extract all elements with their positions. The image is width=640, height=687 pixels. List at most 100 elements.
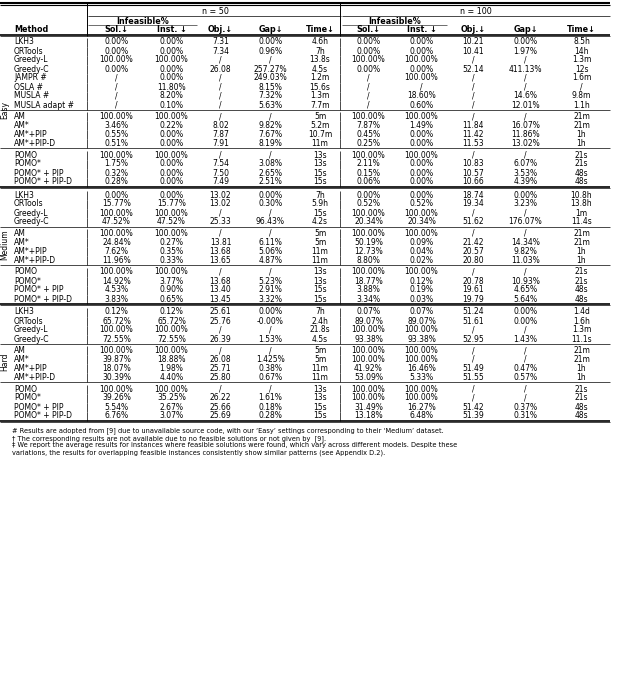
Text: /: /	[472, 82, 474, 91]
Text: 13s: 13s	[313, 150, 327, 159]
Text: 11.03%: 11.03%	[511, 256, 540, 265]
Text: 0.03%: 0.03%	[410, 295, 433, 304]
Text: 8.20%: 8.20%	[159, 91, 184, 100]
Text: 21m: 21m	[573, 121, 590, 130]
Text: 51.42: 51.42	[462, 403, 484, 412]
Text: 26.08: 26.08	[210, 355, 231, 364]
Text: 1.6h: 1.6h	[573, 317, 590, 326]
Text: 3.88%: 3.88%	[356, 286, 380, 295]
Text: 7.62%: 7.62%	[104, 247, 129, 256]
Text: 1h: 1h	[577, 130, 586, 139]
Text: ORTools: ORTools	[14, 47, 44, 56]
Text: 0.96%: 0.96%	[259, 47, 283, 56]
Text: 20.34%: 20.34%	[407, 218, 436, 227]
Text: 7h: 7h	[315, 308, 325, 317]
Text: 3.53%: 3.53%	[513, 168, 538, 177]
Text: 1h: 1h	[577, 364, 586, 373]
Text: /: /	[269, 208, 272, 218]
Text: 0.00%: 0.00%	[356, 65, 381, 74]
Text: 3.23%: 3.23%	[513, 199, 538, 208]
Text: /: /	[269, 346, 272, 355]
Text: 0.00%: 0.00%	[104, 190, 129, 199]
Text: 11.80%: 11.80%	[157, 82, 186, 91]
Text: 0.00%: 0.00%	[104, 65, 129, 74]
Text: 21s: 21s	[575, 150, 588, 159]
Text: /: /	[472, 112, 474, 121]
Text: 100.00%: 100.00%	[404, 56, 438, 65]
Text: Obj.↓: Obj.↓	[208, 25, 233, 34]
Text: 1.43%: 1.43%	[513, 335, 538, 344]
Text: 100.00%: 100.00%	[155, 346, 188, 355]
Text: Infeasible%: Infeasible%	[116, 16, 170, 25]
Text: /: /	[472, 74, 474, 82]
Text: 10.41: 10.41	[462, 47, 484, 56]
Text: n = 50: n = 50	[202, 7, 228, 16]
Text: 2.51%: 2.51%	[259, 177, 282, 186]
Text: /: /	[524, 56, 527, 65]
Text: 14h: 14h	[574, 47, 589, 56]
Text: 21s: 21s	[575, 267, 588, 276]
Text: 13s: 13s	[313, 159, 327, 168]
Text: 100.00%: 100.00%	[404, 74, 438, 82]
Text: 0.00%: 0.00%	[104, 47, 129, 56]
Text: 25.61: 25.61	[210, 308, 231, 317]
Text: 7h: 7h	[315, 47, 325, 56]
Text: 0.00%: 0.00%	[410, 168, 433, 177]
Text: Greedy-C: Greedy-C	[14, 218, 49, 227]
Text: POMO: POMO	[14, 150, 37, 159]
Text: 21m: 21m	[573, 229, 590, 238]
Text: 0.00%: 0.00%	[410, 65, 433, 74]
Text: 7.87: 7.87	[212, 130, 229, 139]
Text: 13.68: 13.68	[210, 276, 231, 286]
Text: 0.00%: 0.00%	[410, 38, 433, 47]
Text: 0.31%: 0.31%	[513, 412, 538, 420]
Text: n = 100: n = 100	[460, 7, 492, 16]
Text: Sol.↓: Sol.↓	[356, 25, 381, 34]
Text: Greedy-C: Greedy-C	[14, 335, 49, 344]
Text: 4.5s: 4.5s	[312, 65, 328, 74]
Text: POMO*: POMO*	[14, 394, 41, 403]
Text: 1.6m: 1.6m	[572, 74, 591, 82]
Text: 51.49: 51.49	[462, 364, 484, 373]
Text: AM*: AM*	[14, 238, 29, 247]
Text: 100.00%: 100.00%	[100, 326, 133, 335]
Text: 26.08: 26.08	[210, 65, 231, 74]
Text: 0.00%: 0.00%	[159, 139, 184, 148]
Text: Greedy-C: Greedy-C	[14, 65, 49, 74]
Text: 72.55%: 72.55%	[102, 335, 131, 344]
Text: 8.15%: 8.15%	[259, 82, 282, 91]
Text: Inst. ↓: Inst. ↓	[406, 25, 436, 34]
Text: 100.00%: 100.00%	[155, 112, 188, 121]
Text: AM*: AM*	[14, 121, 29, 130]
Text: 100.00%: 100.00%	[404, 229, 438, 238]
Text: 25.66: 25.66	[210, 403, 232, 412]
Text: /: /	[524, 150, 527, 159]
Text: 47.52%: 47.52%	[102, 218, 131, 227]
Text: Hard: Hard	[1, 352, 10, 371]
Text: /: /	[115, 74, 118, 82]
Text: 0.45%: 0.45%	[356, 130, 381, 139]
Text: 39.87%: 39.87%	[102, 355, 131, 364]
Text: 5m: 5m	[314, 355, 326, 364]
Text: 0.52%: 0.52%	[410, 199, 433, 208]
Text: 5.64%: 5.64%	[513, 295, 538, 304]
Text: 0.19%: 0.19%	[410, 286, 433, 295]
Text: 19.79: 19.79	[462, 295, 484, 304]
Text: 11.86%: 11.86%	[511, 130, 540, 139]
Text: 13.81: 13.81	[210, 238, 231, 247]
Text: 11.1s: 11.1s	[571, 335, 592, 344]
Text: 100.00%: 100.00%	[100, 56, 133, 65]
Text: 0.07%: 0.07%	[410, 308, 433, 317]
Text: /: /	[115, 100, 118, 109]
Text: AM*+PIP-D: AM*+PIP-D	[14, 139, 56, 148]
Text: 7.49: 7.49	[212, 177, 229, 186]
Text: 18.88%: 18.88%	[157, 355, 186, 364]
Text: -0.00%: -0.00%	[257, 317, 284, 326]
Text: 18.74: 18.74	[462, 190, 484, 199]
Text: /: /	[580, 82, 583, 91]
Text: 2.67%: 2.67%	[159, 403, 184, 412]
Text: AM: AM	[14, 229, 26, 238]
Text: 24.84%: 24.84%	[102, 238, 131, 247]
Text: AM*+PIP: AM*+PIP	[14, 364, 47, 373]
Text: 100.00%: 100.00%	[100, 229, 133, 238]
